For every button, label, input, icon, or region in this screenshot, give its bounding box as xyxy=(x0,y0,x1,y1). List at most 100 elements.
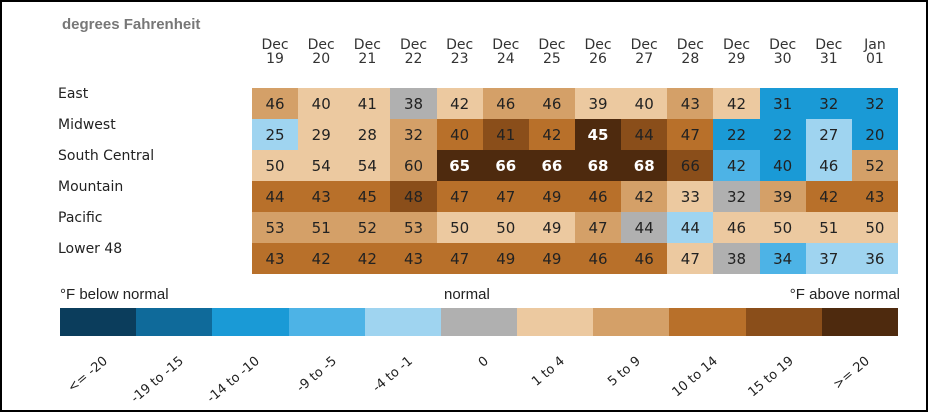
heatmap-cell: 44 xyxy=(252,181,299,212)
heatmap-cell: 50 xyxy=(851,212,898,243)
heatmap-cell: 43 xyxy=(390,243,437,274)
heatmap-cell: 68 xyxy=(621,150,668,181)
legend-label: -14 to -10 xyxy=(204,353,264,407)
heatmap-cell: 34 xyxy=(759,243,806,274)
heatmap-cell: 47 xyxy=(667,243,714,274)
column-label: Dec 19 xyxy=(261,37,289,67)
row-label: East xyxy=(58,86,89,102)
legend-heading: °F below normal xyxy=(60,286,169,303)
heatmap-cell: 46 xyxy=(575,181,622,212)
legend-swatch xyxy=(60,308,137,336)
legend-swatch xyxy=(821,308,898,336)
heatmap-cell: 53 xyxy=(390,212,437,243)
row-label: Midwest xyxy=(58,117,116,133)
heatmap-cell: 66 xyxy=(667,150,714,181)
legend-swatch xyxy=(593,308,670,336)
heatmap-cell: 54 xyxy=(344,150,391,181)
column-label: Dec 22 xyxy=(399,37,428,67)
heatmap-cell: 68 xyxy=(575,150,622,181)
heatmap-cell: 40 xyxy=(436,119,483,150)
legend-heading: °F above normal xyxy=(789,286,900,303)
heatmap-cell: 42 xyxy=(528,119,575,150)
heatmap-cell: 47 xyxy=(482,181,529,212)
heatmap-cell: 44 xyxy=(621,119,668,150)
heatmap-cell: 32 xyxy=(390,119,437,150)
column-label: Dec 26 xyxy=(584,37,612,67)
row-label: Lower 48 xyxy=(58,241,123,257)
heatmap-cell: 20 xyxy=(851,119,898,150)
column-label: Dec 28 xyxy=(676,37,704,67)
heatmap-cell: 43 xyxy=(298,181,345,212)
heatmap-cell: 42 xyxy=(713,88,760,119)
heatmap-cell: 66 xyxy=(482,150,529,181)
legend-label: 1 to 4 xyxy=(529,353,568,390)
heatmap-cell: 38 xyxy=(713,243,760,274)
legend-label: 0 xyxy=(475,353,492,371)
heatmap-cell: 37 xyxy=(805,243,852,274)
heatmap-cell: 39 xyxy=(759,181,806,212)
heatmap-cell: 51 xyxy=(298,212,345,243)
heatmap-cell: 36 xyxy=(851,243,898,274)
heatmap-cell: 60 xyxy=(390,150,437,181)
legend-swatch xyxy=(136,308,213,336)
heatmap-cell: 50 xyxy=(482,212,529,243)
heatmap-cell: 51 xyxy=(805,212,852,243)
heatmap-cell: 43 xyxy=(667,88,714,119)
row-label: Mountain xyxy=(58,179,124,195)
heatmap-cell: 49 xyxy=(528,212,575,243)
heatmap-cell: 49 xyxy=(528,181,575,212)
legend-label: <= -20 xyxy=(65,353,111,396)
heatmap-cell: 44 xyxy=(667,212,714,243)
heatmap-cell: 42 xyxy=(344,243,391,274)
row-label: South Central xyxy=(58,148,155,164)
heatmap-cell: 46 xyxy=(621,243,668,274)
legend-label: >= 20 xyxy=(830,353,873,393)
legend-label: 15 to 19 xyxy=(745,353,797,401)
heatmap-cell: 50 xyxy=(252,150,299,181)
column-label: Dec 21 xyxy=(353,37,381,67)
heatmap-cell: 50 xyxy=(436,212,483,243)
chart-title: degrees Fahrenheit xyxy=(62,16,201,33)
heatmap-cell: 46 xyxy=(528,88,575,119)
column-label: Dec 23 xyxy=(446,37,474,67)
heatmap-cell: 46 xyxy=(713,212,760,243)
heatmap-cell: 41 xyxy=(482,119,529,150)
heatmap-cell: 22 xyxy=(759,119,806,150)
heatmap-cell: 39 xyxy=(575,88,622,119)
legend-swatch xyxy=(364,308,441,336)
heatmap-cell: 42 xyxy=(621,181,668,212)
heatmap-cell: 28 xyxy=(344,119,391,150)
heatmap-cell: 47 xyxy=(436,181,483,212)
heatmap-cell: 27 xyxy=(805,119,852,150)
column-label: Dec 25 xyxy=(538,37,566,67)
heatmap-cell: 42 xyxy=(298,243,345,274)
legend-label: -19 to -15 xyxy=(128,353,188,407)
heatmap-cell: 40 xyxy=(759,150,806,181)
legend-heading: normal xyxy=(444,286,490,303)
heatmap-cell: 32 xyxy=(805,88,852,119)
column-label: Jan 01 xyxy=(864,37,886,67)
legend-label: -4 to -1 xyxy=(369,353,416,396)
legend-swatch xyxy=(212,308,289,336)
heatmap-cell: 49 xyxy=(528,243,575,274)
heatmap-cell: 46 xyxy=(482,88,529,119)
heatmap-cell: 32 xyxy=(713,181,760,212)
heatmap-cell: 66 xyxy=(528,150,575,181)
column-label: Dec 27 xyxy=(630,37,658,67)
heatmap-cell: 45 xyxy=(575,119,622,150)
heatmap-cell: 43 xyxy=(851,181,898,212)
legend-swatch xyxy=(517,308,594,336)
heatmap-cell: 45 xyxy=(344,181,391,212)
heatmap-cell: 42 xyxy=(805,181,852,212)
heatmap-cell: 44 xyxy=(621,212,668,243)
heatmap-cell: 50 xyxy=(759,212,806,243)
heatmap-cell: 25 xyxy=(252,119,299,150)
legend-label: -9 to -5 xyxy=(293,353,340,396)
heatmap-cell: 65 xyxy=(436,150,483,181)
column-label: Dec 30 xyxy=(769,37,797,67)
heatmap-cell: 40 xyxy=(298,88,345,119)
row-label: Pacific xyxy=(58,210,103,226)
heatmap-cell: 42 xyxy=(713,150,760,181)
heatmap-cell: 52 xyxy=(851,150,898,181)
